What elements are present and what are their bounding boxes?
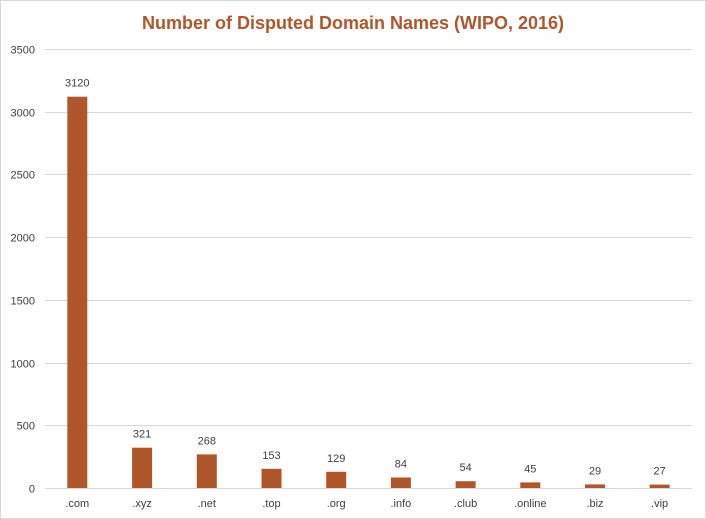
- bar-com: [67, 96, 88, 488]
- y-tick-label: 500: [17, 421, 35, 433]
- x-category-label: .org: [327, 498, 346, 510]
- data-label: 321: [133, 429, 151, 441]
- data-label: 29: [589, 465, 601, 477]
- data-labels: 3120 321 268 153 129 84 54 45 29 27: [65, 78, 666, 478]
- data-label: 129: [327, 453, 345, 465]
- y-tick-label: 1500: [11, 296, 35, 308]
- y-axis-ticks: 0 500 1000 1500 2000 2500 3000 3500: [11, 45, 35, 496]
- x-category-label: .com: [65, 498, 89, 510]
- data-label: 54: [459, 462, 471, 474]
- data-label: 3120: [65, 78, 89, 90]
- bar-info: [390, 477, 411, 488]
- data-label: 27: [653, 466, 665, 478]
- y-tick-label: 3000: [11, 108, 35, 120]
- bar-top: [261, 468, 282, 488]
- data-label: 84: [395, 459, 407, 471]
- y-tick-label: 0: [29, 484, 35, 496]
- bar-vip: [649, 484, 670, 488]
- x-category-label: .biz: [586, 498, 603, 510]
- bar-net: [196, 454, 217, 488]
- bar-biz: [585, 484, 605, 488]
- x-category-label: .online: [514, 498, 546, 510]
- x-category-label: .xyz: [132, 498, 152, 510]
- data-label: 45: [524, 463, 536, 475]
- x-category-label: .net: [198, 498, 216, 510]
- x-category-label: .club: [454, 498, 477, 510]
- x-category-label: .vip: [651, 498, 668, 510]
- x-axis-categories: .com .xyz .net .top .org .info .club .online .bi…: [65, 498, 668, 510]
- y-tick-label: 1000: [11, 359, 35, 371]
- y-tick-label: 2000: [11, 233, 35, 245]
- bar-xyz: [132, 447, 153, 488]
- gridlines: [45, 49, 692, 489]
- chart-title: Number of Disputed Domain Names (WIPO, 2…: [141, 13, 565, 33]
- data-label: 153: [262, 450, 280, 462]
- x-category-label: .info: [391, 498, 412, 510]
- data-label: 268: [198, 435, 216, 447]
- bar-club: [455, 481, 476, 488]
- bars: [67, 96, 670, 488]
- y-tick-label: 2500: [11, 170, 35, 182]
- bar-org: [326, 471, 347, 488]
- bar-online: [520, 482, 541, 488]
- y-tick-label: 3500: [11, 45, 35, 57]
- x-category-label: .top: [262, 498, 280, 510]
